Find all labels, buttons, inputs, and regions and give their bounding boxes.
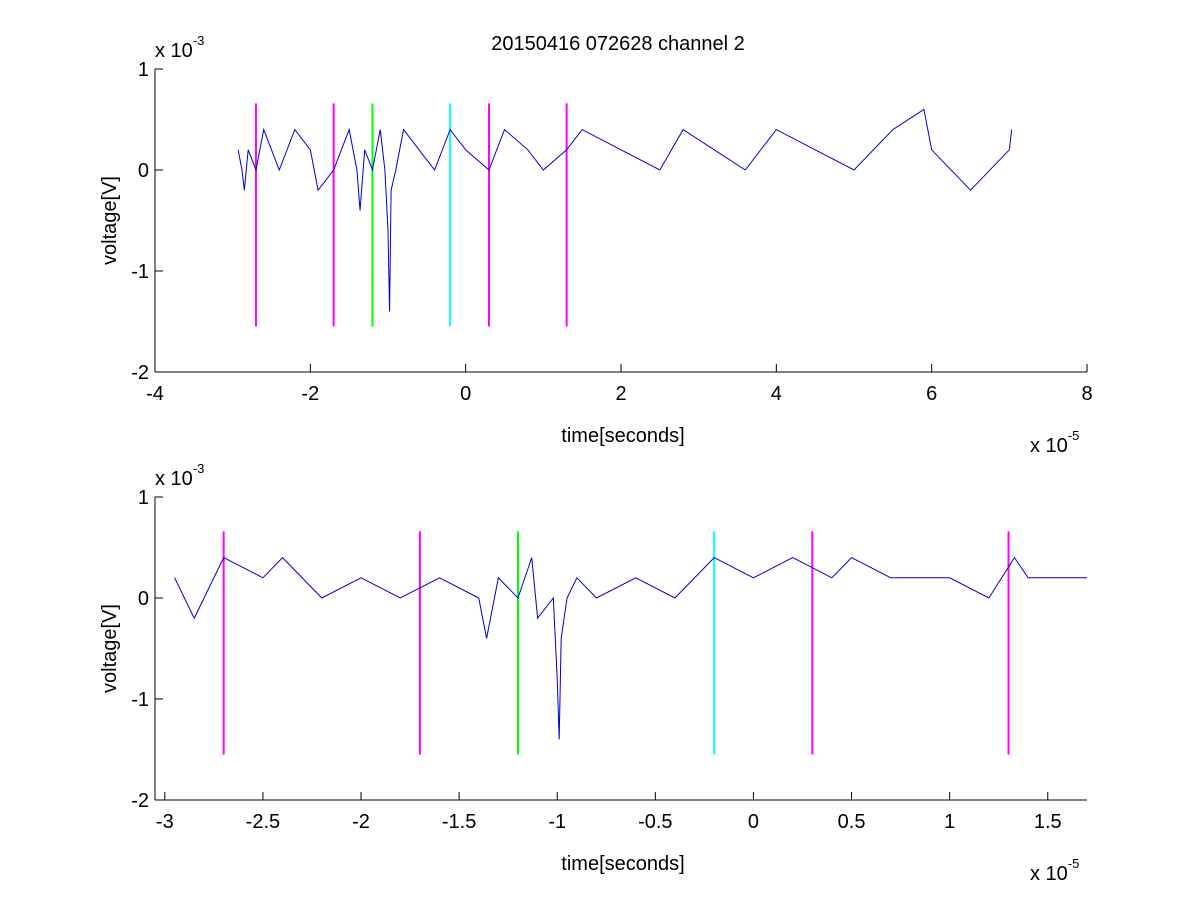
x-axis-label: time[seconds]: [561, 425, 684, 447]
y-multiplier: x 10-3: [155, 461, 204, 490]
x-tick-label: 0: [460, 383, 471, 405]
x-axis-label: time[seconds]: [561, 853, 684, 875]
x-tick-label: 2: [615, 383, 626, 405]
x-multiplier: x 10-5: [1030, 856, 1079, 885]
x-tick-label: 8: [1081, 383, 1092, 405]
x-tick-label: -2.5: [246, 811, 280, 833]
x-tick-label: 1: [944, 811, 955, 833]
y-multiplier-exponent: -3: [193, 33, 205, 48]
y-tick-label: -1: [131, 689, 149, 711]
x-tick-label: -1.5: [442, 811, 476, 833]
x-multiplier: x 10-5: [1030, 428, 1079, 457]
x-multiplier-exponent: -5: [1068, 428, 1080, 443]
x-tick-label: -0.5: [638, 811, 672, 833]
y-axis-label: voltage[V]: [99, 604, 121, 693]
x-tick-label: 1.5: [1034, 811, 1062, 833]
x-tick-label: -4: [146, 383, 164, 405]
x-multiplier-base: x 10: [1030, 863, 1068, 885]
x-tick-label: -1: [548, 811, 566, 833]
y-multiplier-exponent: -3: [193, 461, 205, 476]
y-tick-label: -2: [131, 362, 149, 384]
x-tick-label: 0.5: [838, 811, 866, 833]
y-tick-label: -2: [131, 790, 149, 812]
x-tick-label: -3: [156, 811, 174, 833]
x-tick-label: -2: [352, 811, 370, 833]
y-axis-label: voltage[V]: [99, 176, 121, 265]
bottom-axes: -3 -2.5 -2 -1.5 -1 -0.5 0 0.5 1 1.5 -2 -1 0 1 time[sec…: [99, 461, 1087, 885]
x-tick-label: 6: [926, 383, 937, 405]
top-axes: -4 -2 0 2 4 6 8-2-101time[seconds]voltage[V]x …: [99, 33, 1093, 457]
y-tick-label: 0: [138, 160, 149, 182]
x-multiplier-base: x 10: [1030, 435, 1068, 457]
x-tick-label: 4: [771, 383, 782, 405]
y-tick-label: 1: [138, 487, 149, 509]
y-multiplier: x 10-3: [155, 33, 204, 62]
signal-trace: [237, 108, 1013, 312]
y-tick-label: 0: [138, 588, 149, 610]
x-multiplier-exponent: -5: [1068, 856, 1080, 871]
y-multiplier-base: x 10: [155, 468, 193, 490]
signal-trace: [174, 556, 1087, 740]
y-tick-label: 1: [138, 59, 149, 81]
x-tick-label: -2: [301, 383, 319, 405]
chart-title: 20150416 072628 channel 2: [491, 33, 745, 55]
y-tick-label: -1: [131, 261, 149, 283]
y-multiplier-base: x 10: [155, 40, 193, 62]
x-tick-label: 0: [748, 811, 759, 833]
